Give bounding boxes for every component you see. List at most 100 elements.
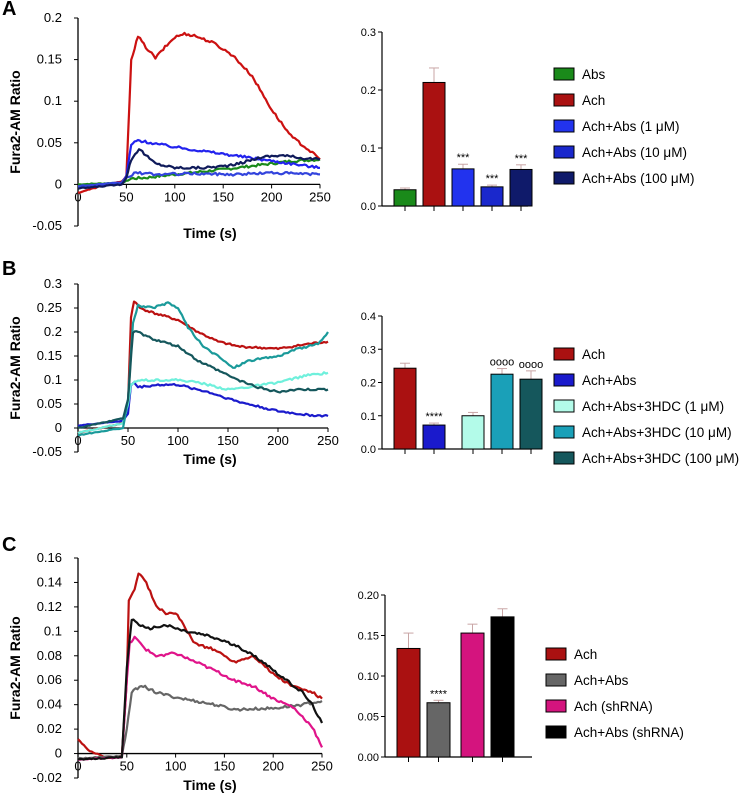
y-tick-label: 0.08 <box>37 648 62 663</box>
bar <box>396 647 421 758</box>
bar <box>480 186 504 207</box>
legend-swatch <box>553 145 575 159</box>
legend-swatch <box>545 699 567 713</box>
y-tick-label: -0.05 <box>32 444 62 459</box>
bar <box>460 632 485 758</box>
bar-y-tick-label: 0.0 <box>361 444 376 456</box>
x-tick-label: 250 <box>317 433 339 448</box>
y-tick-label: 0.15 <box>37 348 62 363</box>
legend-label: Abs <box>582 67 606 82</box>
legend-swatch <box>545 647 567 661</box>
bar-y-tick-label: 0.4 <box>361 311 376 323</box>
series-line <box>77 148 321 190</box>
y-tick-label: 0 <box>55 746 62 761</box>
x-tick-label: 0 <box>74 433 81 448</box>
y-axis-label: Fura2-AM Ratio <box>7 616 23 719</box>
legend-swatch <box>553 373 575 387</box>
x-axis-label: Time (s) <box>183 225 236 241</box>
bar <box>461 415 485 450</box>
bar <box>393 189 417 207</box>
bar-y-tick-label: 0.3 <box>361 344 376 356</box>
series-line <box>77 684 323 760</box>
legend-label: Ach+Abs (100 μM) <box>582 171 694 186</box>
legend-swatch <box>553 171 575 185</box>
y-tick-label: 0.1 <box>44 372 62 387</box>
legend-swatch <box>545 725 567 739</box>
legend-swatch <box>553 425 575 439</box>
y-tick-label: 0 <box>55 176 62 191</box>
bar <box>490 616 515 758</box>
significance-mark: **** <box>430 688 448 700</box>
series-line <box>77 381 329 427</box>
significance-mark: **** <box>425 411 443 423</box>
legend-label: Ach <box>574 647 597 662</box>
series-line <box>77 138 321 188</box>
x-tick-label: 150 <box>214 759 236 774</box>
x-tick-label: 250 <box>309 189 331 204</box>
panel-label-b: B <box>2 258 16 280</box>
bar-y-tick-label: 0.2 <box>361 378 376 390</box>
series-line <box>77 330 329 429</box>
x-tick-label: 50 <box>121 433 135 448</box>
legend-label: Ach+Abs+3HDC (10 μM) <box>582 425 732 440</box>
significance-mark: *** <box>486 173 500 185</box>
series-line <box>77 371 329 434</box>
legend-label: Ach <box>582 93 605 108</box>
legend-label: Ach+Abs (shRNA) <box>574 725 684 740</box>
x-tick-label: 150 <box>212 189 234 204</box>
bar-y-tick-label: 0.20 <box>358 590 379 602</box>
series-line <box>77 635 323 761</box>
x-tick-label: 100 <box>165 759 187 774</box>
x-tick-label: 50 <box>120 759 134 774</box>
y-tick-label: 0.1 <box>44 623 62 638</box>
y-tick-label: 0.02 <box>37 721 62 736</box>
bar-y-tick-label: 0.05 <box>358 712 379 724</box>
y-tick-label: 0.16 <box>37 550 62 565</box>
y-tick-label: 0.06 <box>37 672 62 687</box>
bar-y-tick-label: 0.15 <box>358 631 379 643</box>
y-tick-label: 0.25 <box>37 300 62 315</box>
legend-swatch <box>553 451 575 465</box>
bar-y-tick-label: 0.3 <box>361 27 376 39</box>
y-axis-label: Fura2-AM Ratio <box>7 70 23 173</box>
bar <box>509 168 533 207</box>
panel-label-c: C <box>2 534 16 556</box>
x-axis-label: Time (s) <box>183 777 236 793</box>
bar <box>519 378 543 450</box>
series-line <box>77 618 324 761</box>
y-tick-label: 0 <box>55 420 62 435</box>
legend-label: Ach <box>582 347 605 362</box>
legend-label: Ach+Abs <box>574 673 629 688</box>
x-tick-label: 250 <box>311 759 333 774</box>
bar <box>393 367 417 450</box>
x-tick-label: 200 <box>262 759 284 774</box>
series-line <box>77 301 329 437</box>
x-tick-label: 150 <box>217 433 239 448</box>
series-line <box>77 572 323 760</box>
y-tick-label: 0.2 <box>44 10 62 25</box>
x-tick-label: 0 <box>74 759 81 774</box>
y-tick-label: 0.05 <box>37 396 62 411</box>
x-tick-label: 0 <box>74 189 81 204</box>
x-axis-label: Time (s) <box>183 451 236 467</box>
bar <box>426 702 451 758</box>
y-tick-label: 0.3 <box>44 276 62 291</box>
x-tick-label: 200 <box>261 189 283 204</box>
x-tick-label: 200 <box>267 433 289 448</box>
bar <box>490 373 514 450</box>
bar-y-tick-label: 0.1 <box>361 411 376 423</box>
legend-label: Ach+Abs+3HDC (1 μM) <box>582 399 724 414</box>
legend-swatch <box>553 399 575 413</box>
significance-mark: *** <box>515 153 529 165</box>
y-tick-label: -0.02 <box>32 770 62 785</box>
significance-mark: oooo <box>519 359 543 371</box>
bar-y-tick-label: 0.10 <box>358 671 379 683</box>
bar-y-tick-label: 0.1 <box>361 143 376 155</box>
y-tick-label: -0.05 <box>32 218 62 233</box>
x-tick-label: 100 <box>167 433 189 448</box>
y-tick-label: 0.12 <box>37 599 62 614</box>
y-tick-label: 0.14 <box>37 574 62 589</box>
bar <box>422 81 446 207</box>
legend-swatch <box>553 67 575 81</box>
